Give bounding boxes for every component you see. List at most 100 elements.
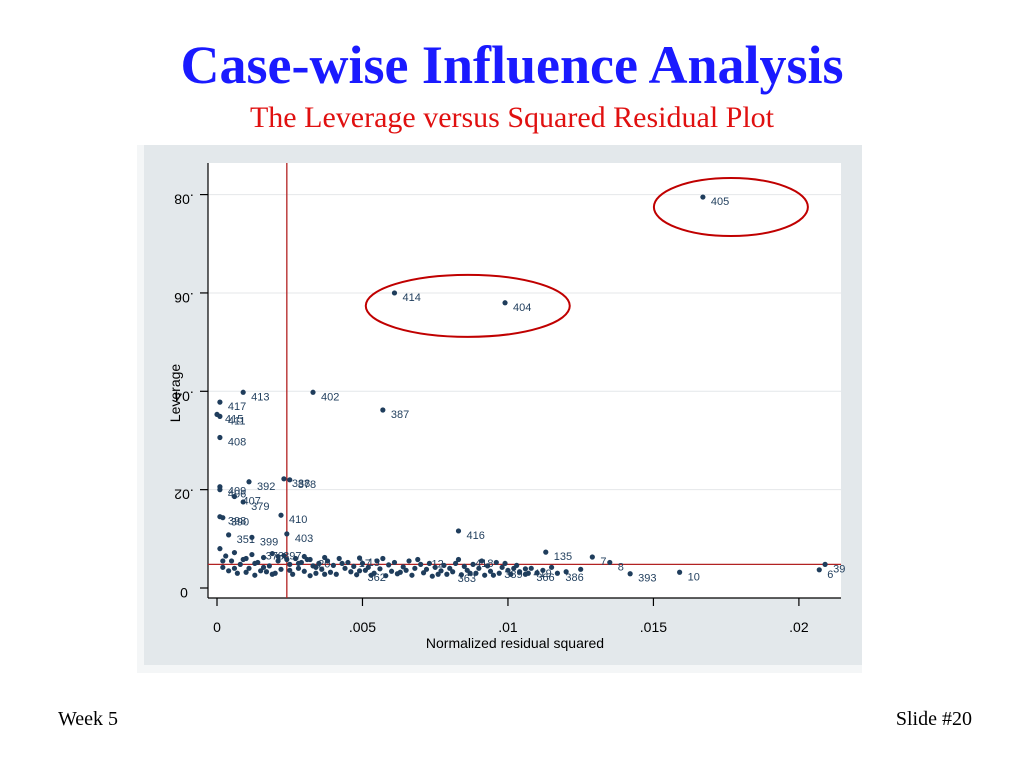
data-point xyxy=(578,566,584,572)
data-point xyxy=(295,565,302,571)
data-point xyxy=(284,531,290,537)
data-point xyxy=(226,532,232,538)
data-point xyxy=(316,560,322,567)
point-label: 413 xyxy=(251,391,269,403)
data-point xyxy=(281,476,287,482)
data-point xyxy=(324,558,331,564)
data-point xyxy=(269,550,275,557)
data-point xyxy=(441,562,447,568)
data-point xyxy=(450,569,456,575)
data-point xyxy=(452,560,459,567)
data-point xyxy=(223,553,229,559)
slide-title: Case-wise Influence Analysis xyxy=(180,35,844,95)
data-point xyxy=(260,554,267,561)
data-point xyxy=(278,566,284,572)
data-point xyxy=(365,564,371,570)
point-label: 390 xyxy=(231,517,249,529)
data-point xyxy=(461,563,467,569)
highlight-ellipse-414-404 xyxy=(364,273,571,338)
data-point xyxy=(607,559,613,566)
point-label: 410 xyxy=(289,514,307,526)
data-point xyxy=(455,556,462,563)
data-point xyxy=(516,569,523,575)
point-label: 373 xyxy=(266,551,284,563)
point-label: 402 xyxy=(321,391,339,403)
data-point xyxy=(502,560,508,567)
data-point xyxy=(287,567,293,573)
y-axis-title: Leverage xyxy=(167,364,183,423)
point-label: 414 xyxy=(402,292,420,304)
data-point xyxy=(418,561,424,567)
data-point xyxy=(400,564,406,570)
data-point xyxy=(322,554,328,561)
data-point xyxy=(307,573,313,579)
data-point xyxy=(502,300,508,306)
data-point xyxy=(589,554,595,560)
point-label: 417 xyxy=(228,401,246,413)
point-label: 419 xyxy=(533,568,551,580)
x-tick-label: .02 xyxy=(789,619,809,635)
data-point xyxy=(508,571,514,577)
data-point xyxy=(319,566,325,572)
data-point xyxy=(252,572,258,578)
point-label: 386 xyxy=(565,572,583,584)
data-point xyxy=(374,558,380,564)
data-point xyxy=(677,569,683,575)
point-label: 6 xyxy=(827,569,833,581)
data-point xyxy=(354,572,360,578)
y-tick-label: .08 xyxy=(174,192,194,208)
data-point xyxy=(511,565,517,571)
point-label: 406 xyxy=(228,489,246,501)
data-point xyxy=(237,561,243,567)
data-point xyxy=(249,534,255,540)
data-point xyxy=(240,499,246,505)
data-point xyxy=(220,515,226,521)
data-point xyxy=(287,477,293,483)
x-tick-label: .015 xyxy=(640,619,667,635)
data-point xyxy=(435,571,441,577)
data-point xyxy=(432,564,438,570)
x-tick-label: .01 xyxy=(498,619,518,635)
data-point xyxy=(822,561,828,567)
data-point xyxy=(295,560,302,567)
point-label: 411 xyxy=(228,415,246,427)
point-label: 12 xyxy=(431,558,443,570)
point-label: 7 xyxy=(600,556,606,568)
point-label: 398 xyxy=(228,516,246,528)
point-label: 408 xyxy=(228,437,246,449)
data-point xyxy=(368,572,374,578)
axes: 0 .005 .01 .015 .02 0 .02 .04 .06 .08 xyxy=(174,163,841,635)
data-point xyxy=(231,549,238,556)
point-label: 416 xyxy=(466,530,484,542)
data-point xyxy=(380,407,386,413)
data-point xyxy=(336,555,342,562)
data-point xyxy=(292,555,299,562)
data-point xyxy=(217,487,223,493)
data-point xyxy=(397,569,403,575)
data-point xyxy=(816,567,822,573)
data-point xyxy=(307,556,313,563)
point-label: 407 xyxy=(242,496,260,508)
data-point xyxy=(444,571,450,577)
y-tick-label: .02 xyxy=(174,487,194,503)
point-label: 362 xyxy=(367,572,385,584)
data-point xyxy=(473,570,479,576)
point-label: 393 xyxy=(638,573,656,585)
data-point xyxy=(487,568,494,574)
data-point xyxy=(217,434,223,441)
data-point xyxy=(554,570,561,576)
data-point xyxy=(482,572,488,578)
point-label: 20 xyxy=(318,558,330,570)
data-point xyxy=(499,564,505,570)
data-point xyxy=(231,493,238,500)
data-point xyxy=(246,479,252,485)
data-point xyxy=(476,565,482,571)
data-point xyxy=(217,399,223,405)
data-point xyxy=(470,561,476,567)
data-point xyxy=(534,570,540,576)
data-points xyxy=(214,194,828,579)
footer-slide-number: Slide #20 xyxy=(895,708,972,730)
data-point xyxy=(383,573,389,579)
point-label: 389 xyxy=(504,569,522,581)
point-label: 366 xyxy=(536,572,554,584)
